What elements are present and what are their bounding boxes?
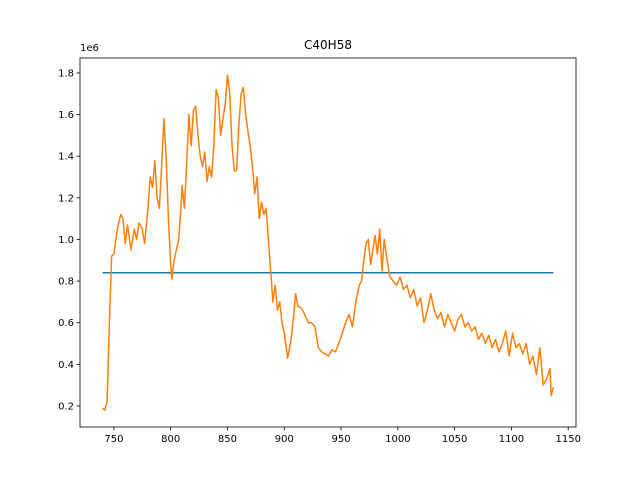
y-tick-label: 1.0 xyxy=(58,235,74,246)
x-tick-label: 1100 xyxy=(499,434,524,445)
x-tick-label: 850 xyxy=(218,434,237,445)
y-tick-label: 1.6 xyxy=(58,110,74,121)
x-tick-label: 950 xyxy=(332,434,351,445)
chart-title: C40H58 xyxy=(304,38,352,52)
plot-frame xyxy=(79,57,577,428)
y-tick-label: 1.4 xyxy=(58,152,74,163)
x-tick-label: 900 xyxy=(275,434,294,445)
y-tick-label: 1.2 xyxy=(58,193,74,204)
line-series xyxy=(102,74,555,411)
x-tick-label: 1150 xyxy=(555,434,580,445)
x-tick-label: 800 xyxy=(161,434,180,445)
y-tick-label: 0.4 xyxy=(58,360,74,371)
y-offset-label: 1e6 xyxy=(80,43,99,54)
y-tick-label: 0.6 xyxy=(58,318,74,329)
x-tick-label: 1050 xyxy=(442,434,467,445)
x-tick-label: 750 xyxy=(104,434,123,445)
x-tick-label: 1000 xyxy=(385,434,410,445)
y-tick-label: 1.8 xyxy=(58,68,74,79)
y-tick-label: 0.8 xyxy=(58,277,74,288)
y-tick-label: 0.2 xyxy=(58,401,74,412)
